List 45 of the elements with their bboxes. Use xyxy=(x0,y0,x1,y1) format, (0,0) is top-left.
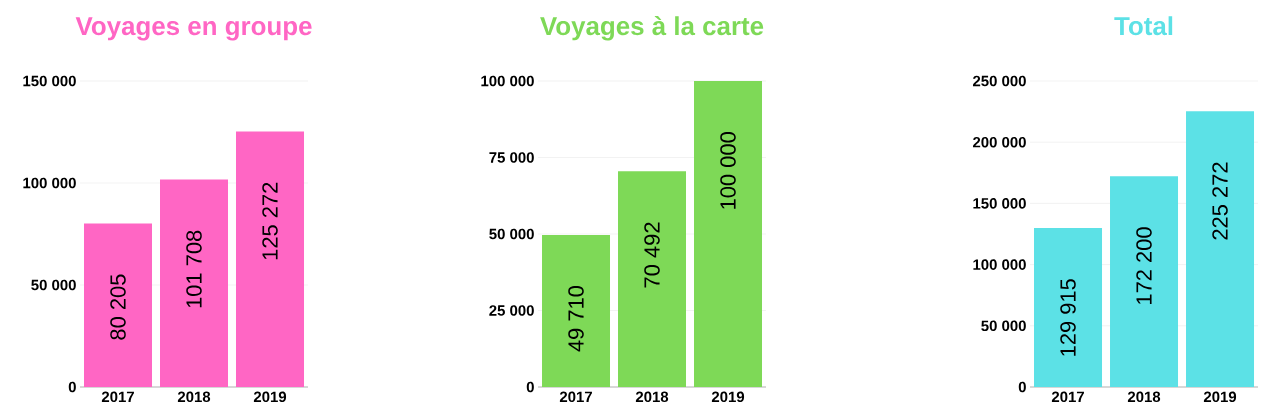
data-label: 49 710 xyxy=(568,285,584,352)
x-tick-label: 2019 xyxy=(253,391,287,403)
y-tick-label: 50 000 xyxy=(981,320,1026,332)
y-tick-label: 75 000 xyxy=(489,152,534,163)
bar xyxy=(84,223,152,387)
data-label: 101 708 xyxy=(186,230,202,308)
x-tick-label: 2017 xyxy=(101,391,134,403)
bar xyxy=(1034,227,1103,387)
y-tick-label: 150 000 xyxy=(973,198,1026,209)
bar xyxy=(236,131,304,387)
bar xyxy=(618,171,687,387)
y-tick-label: 100 000 xyxy=(23,177,76,189)
data-label: 225 272 xyxy=(1212,162,1228,240)
data-label: 129 915 xyxy=(1060,279,1076,356)
y-tick-label: 50 000 xyxy=(489,228,534,240)
y-tick-label: 25 000 xyxy=(489,305,534,316)
y-tick-label: 0 xyxy=(1018,381,1026,393)
bar xyxy=(160,179,228,387)
bar xyxy=(542,234,611,387)
bar xyxy=(1186,111,1255,387)
y-tick-label: 0 xyxy=(68,381,76,393)
y-tick-label: 150 000 xyxy=(23,75,76,87)
y-tick-label: 200 000 xyxy=(972,136,1026,148)
data-label: 70 492 xyxy=(644,222,660,288)
x-tick-label: 2019 xyxy=(711,391,745,403)
data-label: 125 272 xyxy=(262,182,278,260)
x-tick-label: 2017 xyxy=(559,391,592,403)
chart-title: Total xyxy=(1114,16,1173,36)
x-tick-label: 2019 xyxy=(1203,391,1237,403)
data-label: 172 200 xyxy=(1136,227,1152,304)
y-tick-label: 50 000 xyxy=(31,279,76,291)
y-tick-label: 250 000 xyxy=(972,75,1026,87)
y-tick-label: 100 000 xyxy=(481,75,534,87)
bar xyxy=(694,81,763,387)
x-tick-label: 2018 xyxy=(177,391,211,403)
bar xyxy=(1110,176,1179,387)
y-tick-label: 100 000 xyxy=(973,259,1026,270)
x-tick-label: 2018 xyxy=(1127,391,1161,403)
chart-title: Voyages à la carte xyxy=(540,16,764,41)
data-label: 80 205 xyxy=(110,274,126,340)
x-tick-label: 2017 xyxy=(1051,391,1084,403)
data-label: 100 000 xyxy=(720,132,736,209)
x-tick-label: 2018 xyxy=(635,391,669,403)
y-tick-label: 0 xyxy=(526,381,534,393)
chart-title: Voyages en groupe xyxy=(75,17,312,41)
